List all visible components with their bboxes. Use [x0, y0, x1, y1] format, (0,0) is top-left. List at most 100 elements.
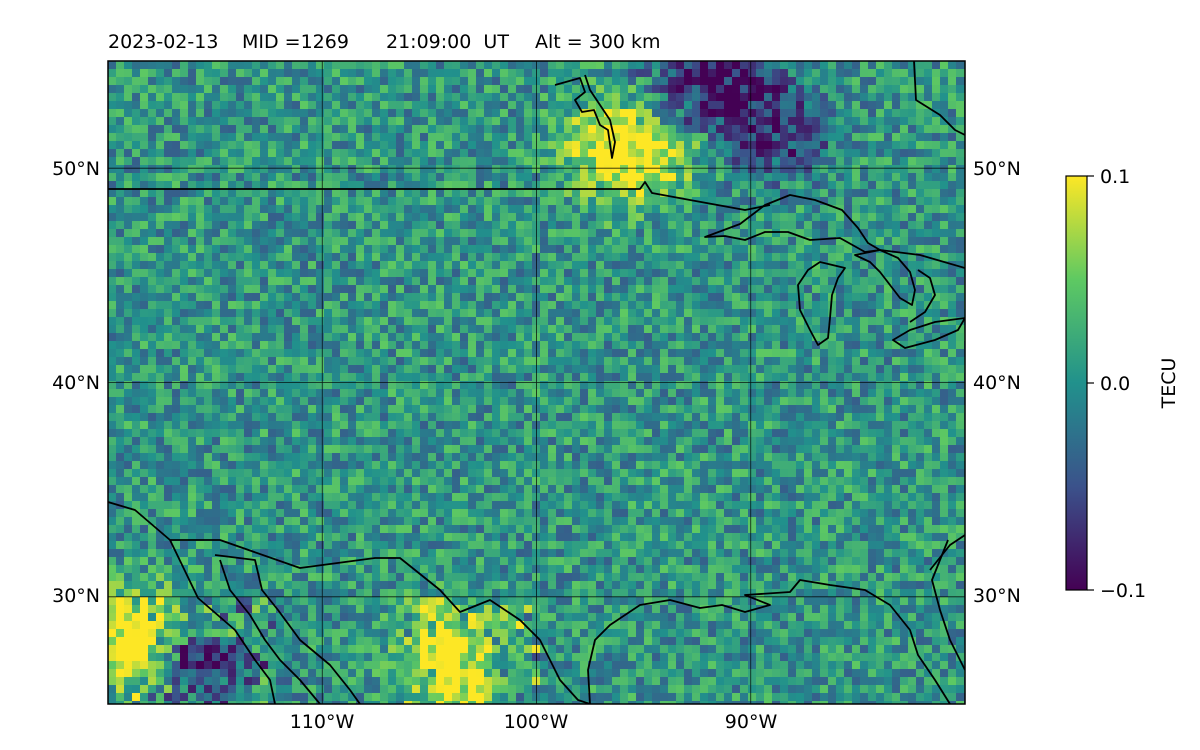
tec-cell [628, 197, 637, 206]
tec-cell [604, 365, 613, 374]
tec-cell [916, 197, 925, 206]
tec-cell [180, 93, 189, 102]
tec-cell [388, 61, 397, 70]
tec-cell [204, 381, 213, 390]
tec-cell [468, 261, 477, 270]
tec-cell [940, 157, 949, 166]
tec-cell [772, 341, 781, 350]
tec-cell [524, 69, 533, 78]
tec-cell [660, 237, 669, 246]
tec-cell [828, 405, 837, 414]
tec-cell [924, 397, 933, 406]
tec-cell [452, 157, 461, 166]
tec-cell [884, 93, 893, 102]
tec-cell [380, 413, 389, 422]
tec-cell [940, 277, 949, 286]
tec-cell [364, 69, 373, 78]
tec-cell [452, 221, 461, 230]
tec-cell [724, 325, 733, 334]
tec-cell [756, 341, 765, 350]
tec-cell [852, 397, 861, 406]
tec-cell [620, 381, 629, 390]
tec-cell [204, 429, 213, 438]
tec-cell [132, 421, 141, 430]
tec-cell [396, 237, 405, 246]
tec-cell [708, 101, 717, 110]
tec-cell [300, 381, 309, 390]
tec-cell [764, 261, 773, 270]
tec-cell [756, 365, 765, 374]
tec-cell [700, 325, 709, 334]
tec-cell [588, 69, 597, 78]
tec-cell [116, 421, 125, 430]
tec-cell [628, 381, 637, 390]
tec-cell [132, 349, 141, 358]
tec-cell [588, 357, 597, 366]
tec-cell [756, 221, 765, 230]
tec-cell [316, 93, 325, 102]
tec-cell [316, 77, 325, 86]
tec-cell [652, 397, 661, 406]
tec-cell [268, 165, 277, 174]
tec-cell [236, 61, 245, 70]
tec-cell [428, 85, 437, 94]
tec-cell [796, 213, 805, 222]
tec-cell [468, 125, 477, 134]
tec-cell [252, 69, 261, 78]
tec-cell [900, 189, 909, 198]
tec-cell [540, 101, 549, 110]
tec-cell [908, 389, 917, 398]
tec-cell [636, 141, 645, 150]
tec-cell [276, 189, 285, 198]
tec-cell [276, 109, 285, 118]
tec-cell [116, 101, 125, 110]
tec-cell [116, 149, 125, 158]
tec-cell [252, 133, 261, 142]
tec-cell [628, 413, 637, 422]
tec-cell [940, 325, 949, 334]
tec-cell [572, 165, 581, 174]
tec-cell [500, 253, 509, 262]
tec-cell [724, 237, 733, 246]
tec-cell [140, 357, 149, 366]
tec-cell [516, 277, 525, 286]
tec-cell [308, 341, 317, 350]
tec-cell [900, 245, 909, 254]
tec-cell [132, 413, 141, 422]
tec-cell [780, 325, 789, 334]
tec-cell [220, 61, 229, 70]
tec-cell [188, 229, 197, 238]
tec-cell [844, 237, 853, 246]
tec-cell [660, 133, 669, 142]
tec-cell [188, 285, 197, 294]
tec-cell [284, 109, 293, 118]
tec-cell [860, 269, 869, 278]
tec-cell [292, 405, 301, 414]
tec-cell [620, 253, 629, 262]
tec-cell [220, 397, 229, 406]
tec-cell [132, 389, 141, 398]
tec-cell [604, 317, 613, 326]
tec-cell [244, 373, 253, 382]
tec-cell [700, 261, 709, 270]
tec-cell [436, 349, 445, 358]
tec-cell [380, 341, 389, 350]
tec-cell [548, 365, 557, 374]
tec-cell [860, 181, 869, 190]
tec-cell [756, 245, 765, 254]
tec-cell [820, 269, 829, 278]
tec-cell [484, 397, 493, 406]
tec-cell [140, 221, 149, 230]
tec-cell [108, 221, 117, 230]
tec-cell [564, 301, 573, 310]
tec-cell [724, 245, 733, 254]
tec-cell [556, 221, 565, 230]
tec-cell [372, 149, 381, 158]
tec-cell [540, 333, 549, 342]
tec-cell [732, 293, 741, 302]
tec-cell [148, 389, 157, 398]
tec-cell [308, 301, 317, 310]
tec-cell [908, 237, 917, 246]
tec-cell [260, 93, 269, 102]
tec-cell [148, 285, 157, 294]
